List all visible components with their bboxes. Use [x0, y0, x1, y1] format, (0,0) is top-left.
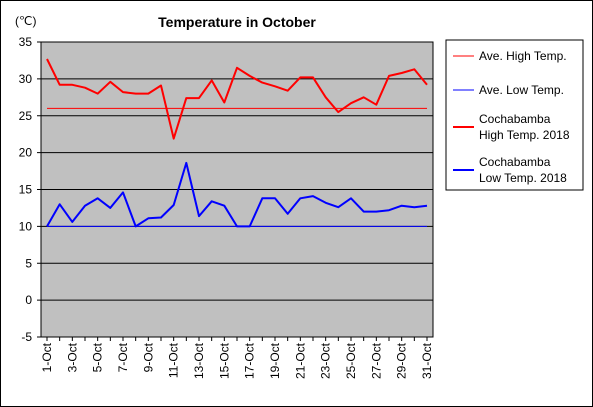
y-tick-label: 35	[19, 35, 33, 49]
y-axis-ticks: 35 30 25 20 15 10 5 0 -5	[19, 35, 41, 344]
legend-label: Ave. Low Temp.	[479, 83, 564, 97]
series-line-3	[46, 58, 428, 140]
x-axis-ticks: 1-Oct 3-Oct 5-Oct 7-Oct 9-Oct 11-Oct 13-Oct 15-…	[40, 337, 434, 379]
x-tick-label: 3-Oct	[65, 342, 79, 372]
legend	[445, 39, 584, 191]
legend-label: Low Temp. 2018	[479, 171, 567, 185]
series-lines	[46, 58, 428, 228]
x-tick-label: 27-Oct	[369, 342, 383, 379]
x-tick-label: 23-Oct	[319, 342, 333, 379]
chart-title: Temperature in October	[158, 14, 316, 30]
y-tick-label: 10	[19, 219, 33, 233]
x-tick-label: 31-Oct	[420, 342, 434, 379]
legend-label: High Temp. 2018	[479, 128, 570, 142]
y-tick-label: 25	[19, 109, 33, 123]
x-tick-label: 15-Oct	[217, 342, 231, 379]
x-tick-label: 5-Oct	[91, 342, 105, 372]
x-tick-label: 9-Oct	[141, 342, 155, 372]
x-tick-label: 17-Oct	[243, 342, 257, 379]
series-line-4	[46, 161, 428, 228]
x-tick-label: 25-Oct	[344, 342, 358, 379]
legend-label: Cochabamba	[479, 155, 551, 169]
legend-label: Cochabamba	[479, 112, 551, 126]
y-tick-label: 15	[19, 183, 33, 197]
y-tick-label: 5	[25, 256, 32, 270]
x-tick-label: 1-Oct	[40, 342, 54, 372]
y-unit-label: (℃)	[15, 14, 36, 28]
x-tick-label: 7-Oct	[116, 342, 130, 372]
y-tick-label: 30	[19, 72, 33, 86]
x-tick-label: 19-Oct	[268, 342, 282, 379]
y-tick-label: 20	[19, 146, 33, 160]
y-tick-label: 0	[25, 293, 32, 307]
x-tick-label: 13-Oct	[192, 342, 206, 379]
x-tick-label: 21-Oct	[293, 342, 307, 379]
y-tick-label: -5	[21, 330, 32, 344]
x-tick-label: 11-Oct	[167, 342, 181, 378]
legend-entries: Ave. High Temp. Ave. Low Temp. Cochabamba H…	[453, 49, 570, 185]
legend-label: Ave. High Temp.	[479, 49, 567, 63]
x-tick-label: 29-Oct	[395, 342, 409, 379]
